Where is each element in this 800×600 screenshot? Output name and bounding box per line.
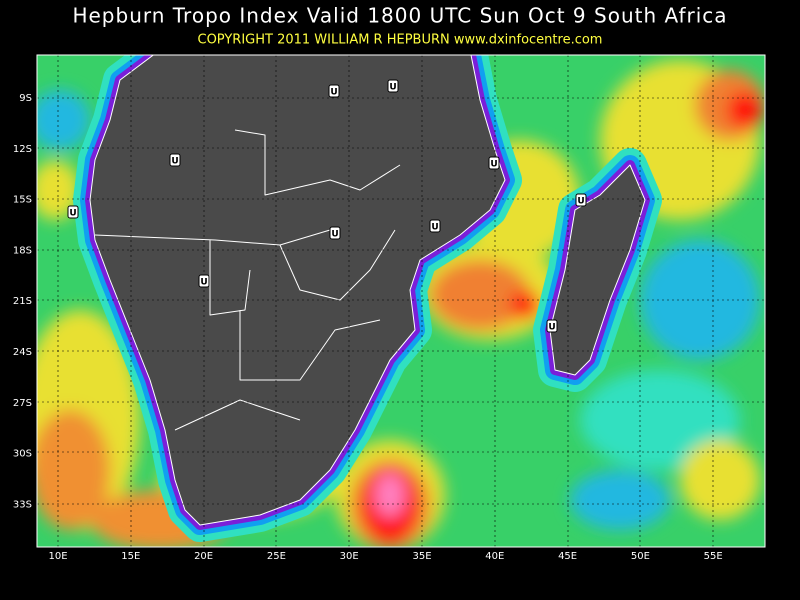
marker-box	[488, 156, 500, 170]
lat-label: 27S	[13, 398, 32, 409]
title: Hepburn Tropo Index Valid 1800 UTC Sun O…	[72, 4, 727, 28]
lat-label: 21S	[13, 296, 32, 307]
lon-label: 50E	[631, 551, 650, 562]
lon-label: 30E	[340, 551, 359, 562]
marker-label: U	[200, 278, 207, 288]
lon-label: 10E	[48, 551, 67, 562]
axes: 9S 12S 15S 18S 21S 24S 27S 30S 33S 10E 15E 20E 25E 30…	[13, 93, 723, 562]
marker-label: U	[171, 157, 178, 167]
marker-label: U	[331, 230, 338, 240]
marker-box	[198, 274, 210, 288]
lat-label: 12S	[13, 144, 32, 155]
lat-label: 18S	[13, 245, 32, 256]
marker-box	[429, 219, 441, 233]
land	[73, 55, 662, 542]
lon-label: 15E	[121, 551, 140, 562]
map-area: U U U U U U U U U U	[37, 55, 765, 547]
lon-label: 35E	[412, 551, 431, 562]
lon-label: 40E	[485, 551, 504, 562]
marker-label: U	[330, 88, 337, 98]
marker-label: U	[577, 197, 584, 207]
markers: U U U U U U U U U U	[67, 79, 587, 333]
marker-box	[169, 153, 181, 167]
lat-label: 15S	[13, 195, 32, 206]
marker-label: U	[69, 209, 76, 219]
lon-label: 20E	[194, 551, 213, 562]
marker-box	[329, 226, 341, 240]
lon-label: 25E	[267, 551, 286, 562]
marker-box	[328, 84, 340, 98]
lon-label: 45E	[558, 551, 577, 562]
marker-box	[546, 319, 558, 333]
marker-label: U	[431, 223, 438, 233]
marker-box	[387, 79, 399, 93]
lon-label: 55E	[704, 551, 723, 562]
lat-label: 30S	[13, 449, 32, 460]
lat-label: 24S	[13, 347, 32, 358]
map-frame	[36, 54, 766, 548]
lat-label: 33S	[13, 499, 32, 510]
marker-label: U	[548, 323, 555, 333]
lat-label: 9S	[19, 93, 32, 104]
copyright: COPYRIGHT 2011 WILLIAM R HEPBURN www.dxi…	[198, 33, 603, 48]
marker-box	[575, 193, 587, 207]
marker-label: U	[490, 160, 497, 170]
grid	[37, 55, 765, 547]
marker-box	[67, 205, 79, 219]
marker-label: U	[389, 83, 396, 93]
